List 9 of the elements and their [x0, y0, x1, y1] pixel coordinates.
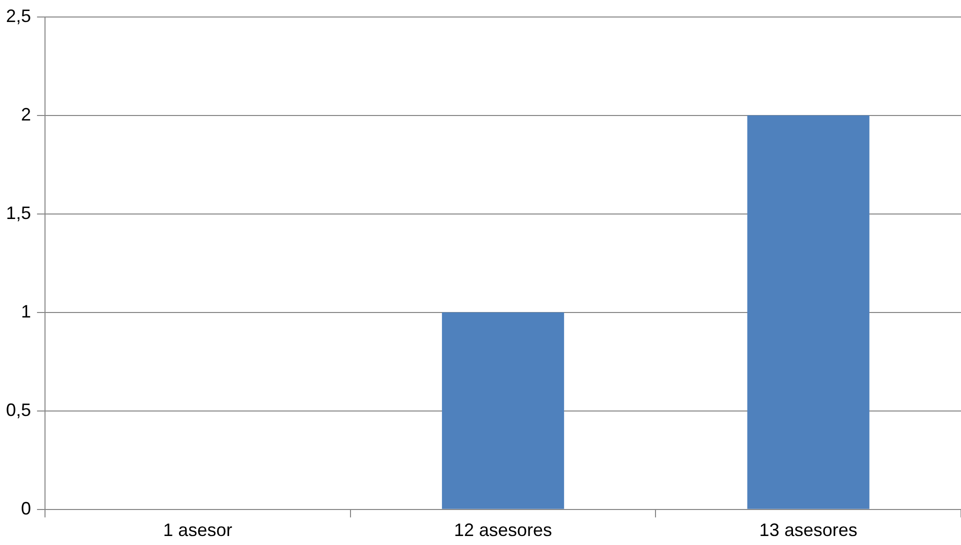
x-tick-label: 12 asesores — [454, 520, 552, 540]
y-tick-label: 1 — [21, 301, 32, 322]
y-tick-label: 2,5 — [6, 6, 32, 26]
x-tick-label: 13 asesores — [759, 520, 858, 540]
y-tick-label: 1,5 — [6, 202, 32, 223]
y-tick-label: 0 — [21, 498, 32, 518]
x-tick-label: 1 asesor — [163, 520, 232, 540]
y-tick-label: 2 — [21, 104, 32, 124]
y-tick-label: 0,5 — [6, 400, 32, 420]
